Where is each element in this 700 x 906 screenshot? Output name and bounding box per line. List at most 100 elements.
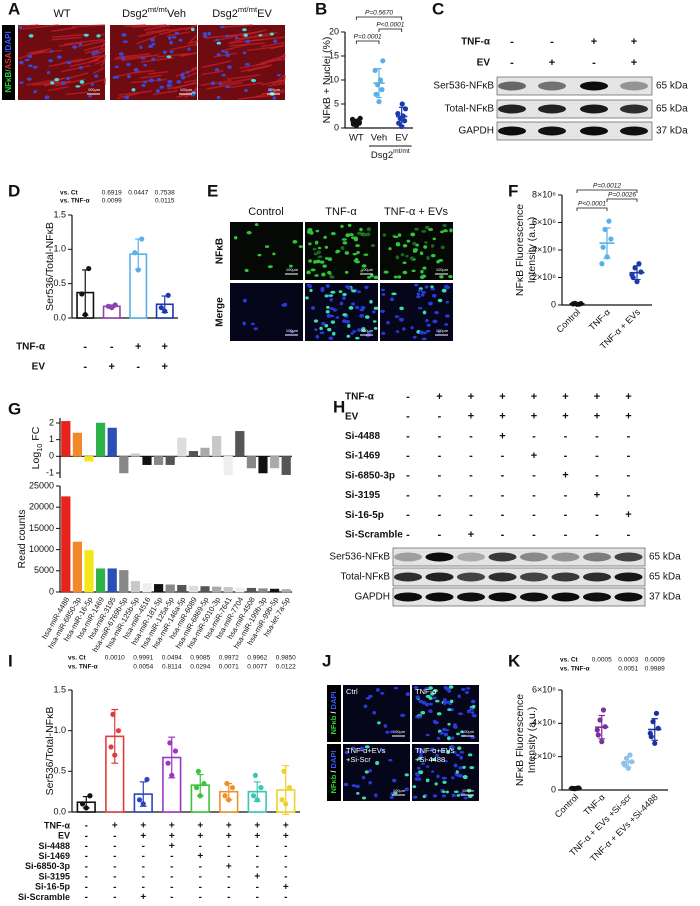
nucleus bbox=[392, 779, 396, 783]
blot-band bbox=[394, 593, 422, 602]
condition-mark: + bbox=[135, 341, 141, 353]
nucleus bbox=[45, 95, 50, 99]
data-point bbox=[606, 219, 611, 224]
nucleus bbox=[362, 233, 366, 236]
nucleus bbox=[459, 756, 463, 760]
nucleus bbox=[448, 275, 452, 278]
nucleus bbox=[457, 746, 461, 750]
condition-mark: - bbox=[550, 36, 554, 48]
y-tick-label: 25000 bbox=[29, 480, 54, 490]
data-point bbox=[253, 773, 258, 778]
condition-label: Si-Scramble bbox=[18, 892, 70, 901]
nucleus bbox=[460, 751, 465, 754]
nucleus bbox=[426, 734, 430, 736]
stats-value: 0.0005 bbox=[592, 657, 612, 664]
condition-mark: - bbox=[406, 450, 410, 462]
nucleus bbox=[119, 52, 124, 55]
nucleus bbox=[395, 315, 399, 318]
nucleus bbox=[384, 270, 389, 273]
nucleus bbox=[226, 54, 230, 57]
condition-mark: - bbox=[469, 450, 473, 462]
nucleus bbox=[221, 74, 225, 77]
nucleus bbox=[306, 270, 310, 274]
nucleus bbox=[402, 261, 406, 264]
data-point bbox=[376, 99, 381, 104]
condition-mark: - bbox=[564, 529, 568, 541]
blot-band bbox=[620, 127, 648, 136]
condition-mark: + bbox=[531, 450, 537, 462]
y-tick-label: 1.5 bbox=[53, 684, 66, 694]
nucleus bbox=[319, 327, 323, 331]
condition-label: Si-6850-3p bbox=[345, 470, 395, 481]
stats-value: 0.0077 bbox=[247, 664, 267, 671]
bar bbox=[73, 433, 82, 456]
condition-label: TNF-α bbox=[16, 342, 46, 353]
condition-mark: + bbox=[594, 489, 600, 501]
nucleus bbox=[410, 256, 415, 260]
stain-label: NFκb / DAPI bbox=[329, 692, 338, 735]
bar bbox=[270, 456, 279, 468]
nucleus bbox=[356, 251, 360, 254]
nucleus bbox=[351, 302, 355, 305]
nucleus bbox=[428, 709, 432, 713]
condition-mark: - bbox=[438, 509, 442, 521]
panel-label: C bbox=[432, 0, 444, 18]
condition-label: EV bbox=[477, 58, 491, 69]
stats-value: 0.9085 bbox=[190, 655, 210, 662]
nucleus bbox=[50, 50, 54, 53]
nucleus bbox=[121, 56, 125, 60]
scale-bar-label: 100μm bbox=[462, 788, 475, 793]
nucleus bbox=[292, 240, 297, 244]
nucleus bbox=[413, 249, 417, 252]
nucleus bbox=[243, 51, 247, 54]
blot-band bbox=[489, 553, 517, 562]
bar bbox=[154, 456, 163, 464]
nucleus bbox=[345, 251, 349, 255]
panel-label: F bbox=[508, 181, 518, 200]
data-point bbox=[165, 761, 170, 766]
condition-mark: - bbox=[469, 509, 473, 521]
data-point bbox=[380, 58, 385, 63]
nucleus bbox=[322, 264, 326, 267]
nucleus bbox=[66, 77, 70, 80]
nucleus bbox=[396, 255, 400, 259]
nucleus bbox=[307, 284, 312, 287]
nucleus bbox=[364, 286, 368, 289]
nucleus bbox=[330, 298, 333, 302]
scale-bar-label: 100μm bbox=[436, 267, 449, 272]
text-part: Dsg2 bbox=[122, 8, 148, 20]
blot-band bbox=[498, 105, 526, 114]
nucleus bbox=[421, 230, 426, 233]
condition-mark: - bbox=[406, 391, 410, 403]
nucleus bbox=[272, 96, 276, 99]
y-tick-label: 0.0 bbox=[53, 806, 66, 816]
condition-mark: - bbox=[110, 341, 114, 353]
nucleus bbox=[435, 700, 439, 703]
blot-label: GAPDH bbox=[354, 592, 390, 603]
nucleus bbox=[377, 721, 381, 724]
condition-mark: - bbox=[627, 529, 631, 541]
condition-label: Si-3195 bbox=[345, 490, 380, 501]
nucleus bbox=[245, 269, 249, 272]
nucleus bbox=[380, 310, 385, 313]
condition-mark: - bbox=[510, 36, 514, 48]
nucleus bbox=[186, 71, 190, 74]
nucleus bbox=[329, 274, 332, 278]
condition-mark: - bbox=[627, 450, 631, 462]
condition-mark: - bbox=[406, 470, 410, 482]
nucleus bbox=[426, 765, 429, 768]
nucleus bbox=[432, 238, 435, 241]
bar bbox=[259, 456, 268, 473]
nucleus bbox=[148, 45, 153, 48]
data-point bbox=[87, 793, 92, 798]
nucleus bbox=[451, 737, 455, 740]
nucleus bbox=[75, 85, 80, 87]
condition-mark: - bbox=[83, 361, 87, 373]
bar bbox=[189, 586, 198, 592]
nucleus bbox=[426, 330, 430, 333]
stain-label: NFκB/ASA/DAPI bbox=[4, 31, 13, 92]
data-point bbox=[166, 293, 171, 298]
stain-part: NFκb bbox=[329, 773, 338, 794]
y-axis-label: Log10 FC bbox=[30, 426, 45, 469]
condition-mark: - bbox=[85, 892, 88, 901]
